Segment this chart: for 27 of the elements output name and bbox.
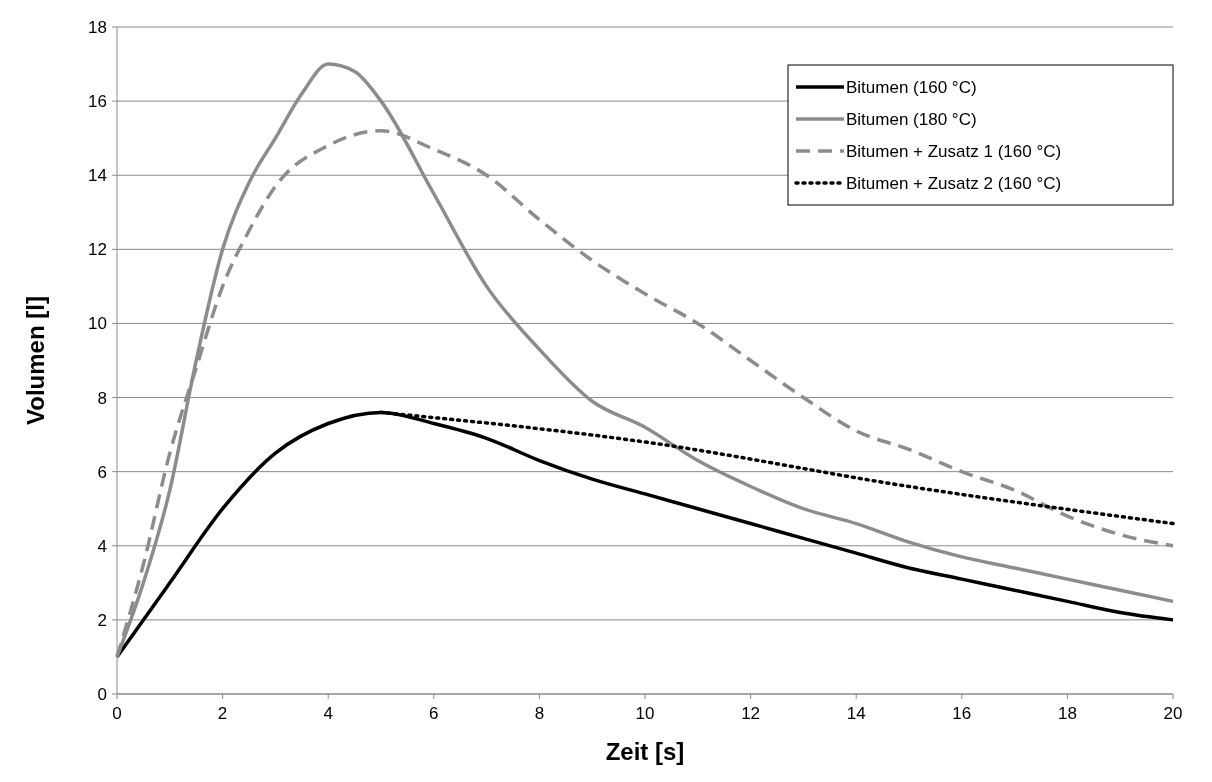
legend-label: Bitumen (160 °C) (846, 77, 977, 97)
legend-label: Bitumen + Zusatz 2 (160 °C) (846, 173, 1062, 193)
y-tick-label: 16 (88, 92, 107, 112)
x-axis-title: Zeit [s] (605, 738, 685, 765)
y-tick-label: 4 (97, 536, 107, 556)
y-tick-label: 2 (97, 610, 107, 630)
legend-label: Bitumen (180 °C) (846, 109, 977, 129)
y-tick-label: 8 (97, 388, 107, 408)
y-tick-label: 12 (88, 240, 107, 260)
y-tick-label: 14 (88, 166, 107, 186)
x-tick-label: 12 (741, 704, 761, 723)
x-tick-label: 2 (217, 704, 228, 723)
x-tick-label: 0 (112, 704, 122, 723)
x-tick-label: 10 (635, 704, 655, 723)
y-tick-label: 10 (88, 314, 107, 334)
x-tick-label: 6 (429, 704, 439, 723)
x-tick-label: 14 (846, 704, 866, 723)
y-tick-label: 18 (88, 17, 107, 37)
x-tick-label: 4 (323, 704, 333, 723)
y-tick-label: 6 (97, 462, 107, 482)
legend-label: Bitumen + Zusatz 1 (160 °C) (846, 141, 1062, 161)
y-tick-label: 0 (97, 684, 107, 704)
x-tick-label: 8 (534, 704, 545, 723)
x-tick-label: 16 (952, 704, 972, 723)
x-tick-label: 20 (1163, 704, 1183, 723)
y-axis-title: Volumen [l] (22, 296, 49, 425)
x-tick-label: 18 (1057, 704, 1077, 723)
